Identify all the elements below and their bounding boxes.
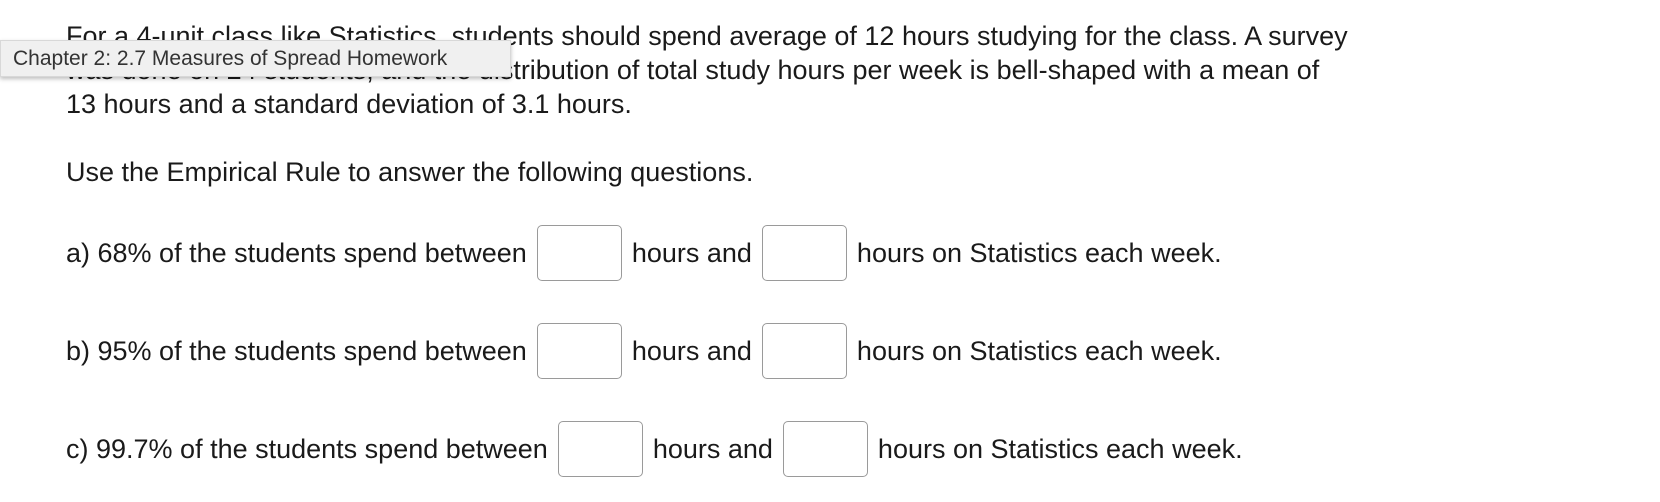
answer-input[interactable] [782,421,868,477]
question: b) 95% of the students spend between hou… [66,323,1222,379]
question-end: hours on Statistics each week. [856,335,1222,366]
answer-input[interactable] [557,421,643,477]
question-label: b) 95% of the students spend between [66,335,527,366]
instruction: Use the Empirical Rule to answer the fol… [66,157,754,187]
answer-input[interactable] [761,225,847,281]
question-label: c) 99.7% of the students spend between [66,433,548,464]
question-label: a) 68% of the students spend between [66,237,527,268]
question-middle: hours and [631,237,752,268]
answer-input[interactable] [536,323,622,379]
question: c) 99.7% of the students spend between h… [66,421,1243,477]
question-middle: hours and [652,433,773,464]
answer-input[interactable] [761,323,847,379]
answer-input[interactable] [536,225,622,281]
question-middle: hours and [631,335,752,366]
question-end: hours on Statistics each week. [877,433,1243,464]
tooltip: Chapter 2: 2.7 Measures of Spread Homewo… [0,40,511,77]
problem-line: 13 hours and a standard deviation of 3.1… [66,89,632,119]
question: a) 68% of the students spend between hou… [66,225,1222,281]
question-end: hours on Statistics each week. [856,237,1222,268]
